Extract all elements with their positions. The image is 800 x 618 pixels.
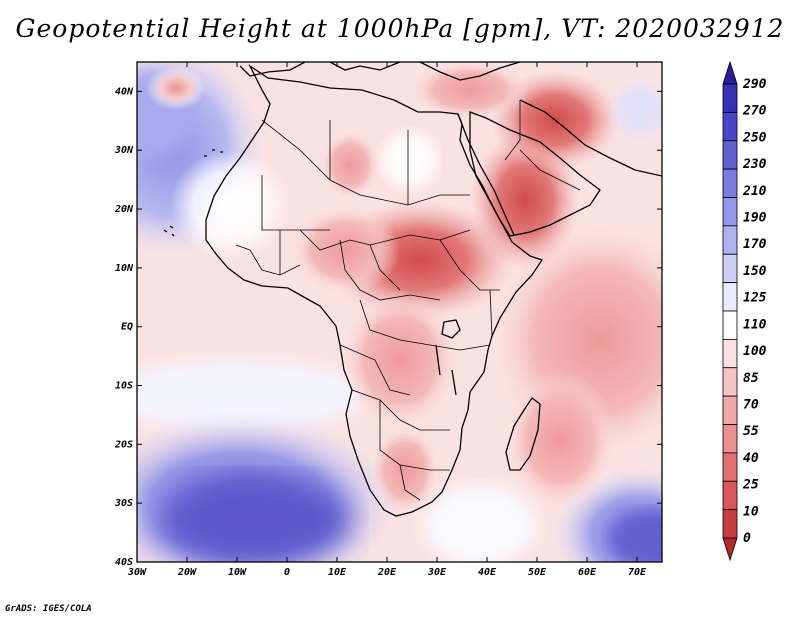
colorbar-segment — [722, 83, 738, 113]
colorbar-label: 290 — [742, 77, 767, 92]
page-title: Geopotential Height at 1000hPa [gpm], VT… — [15, 14, 785, 43]
colorbar-segment — [722, 197, 738, 227]
colorbar-label: 125 — [743, 291, 767, 306]
colorbar-label: 150 — [743, 264, 767, 279]
colorbar-segment — [722, 338, 738, 369]
lat-label: 10N — [115, 263, 134, 274]
credit-text: GrADS: IGES/COLA — [5, 604, 92, 614]
lon-label: 20W — [177, 567, 197, 578]
axis-ticks — [136, 62, 662, 563]
colorbar-segment — [722, 253, 738, 284]
colorbar-label: 170 — [743, 237, 767, 252]
colorbar-label: 270 — [742, 104, 767, 119]
colorbar-label: 70 — [743, 397, 759, 412]
lat-label: 20S — [114, 439, 133, 450]
lat-label: 10S — [115, 381, 133, 392]
colorbar-label: 40 — [743, 451, 759, 466]
colorbar-label: 25 — [742, 478, 759, 493]
colorbar-label: 55 — [743, 424, 759, 439]
country-borders — [235, 100, 581, 501]
colorbar-label: 250 — [742, 130, 767, 145]
lat-label: 40S — [115, 557, 133, 568]
colorbar-segment — [722, 282, 738, 312]
height-field — [137, 62, 662, 562]
colorbar-label: 230 — [742, 157, 767, 172]
colorbar-segment — [722, 168, 738, 198]
colorbar-label: 210 — [742, 184, 767, 199]
lat-label: 30S — [114, 498, 133, 509]
colorbar-segment — [722, 225, 738, 255]
colorbar-segment — [722, 310, 738, 340]
colorbar-segment — [722, 424, 738, 454]
lon-label: 0 — [284, 567, 290, 578]
lon-label: 40E — [478, 567, 497, 578]
colorbar-label: 0 — [743, 531, 751, 546]
colorbar: 2902702502302101901701501251101008570554… — [722, 60, 767, 562]
colorbar-segment — [722, 60, 738, 85]
lon-label: 50E — [528, 567, 547, 578]
lon-label: 30W — [127, 567, 147, 578]
lon-label: 20E — [377, 567, 397, 578]
lat-label: EQ — [121, 322, 133, 333]
colorbar-segment — [722, 140, 738, 170]
lat-label: 30N — [114, 145, 134, 156]
colorbar-segment — [722, 367, 738, 397]
colorbar-segment — [722, 537, 738, 562]
lon-label: 10E — [328, 567, 347, 578]
lon-label: 60E — [578, 567, 597, 578]
colorbar-segment — [722, 452, 738, 482]
colorbar-label: 85 — [743, 371, 759, 386]
coastlines — [163, 62, 662, 517]
latitude-labels: 40N 30N 20N 10N EQ 10S 20S 30S 40S — [114, 86, 134, 568]
plot-frame — [136, 61, 663, 563]
lat-label: 40N — [115, 86, 134, 97]
colorbar-segment — [722, 509, 738, 539]
lon-label: 30E — [427, 567, 447, 578]
colorbar-label: 190 — [743, 211, 767, 226]
colorbar-label: 10 — [743, 504, 759, 519]
longitude-labels: 30W 20W 10W 0 10E 20E 30E 40E 50E 60E 70E — [127, 567, 647, 578]
colorbar-segment — [722, 111, 738, 142]
colorbar-segment — [722, 395, 738, 425]
lon-label: 10W — [228, 567, 247, 578]
lon-label: 70E — [628, 567, 647, 578]
colorbar-label: 100 — [743, 344, 767, 359]
colorbar-segment — [722, 480, 738, 511]
lat-label: 20N — [114, 204, 134, 215]
colorbar-label: 110 — [743, 317, 767, 332]
